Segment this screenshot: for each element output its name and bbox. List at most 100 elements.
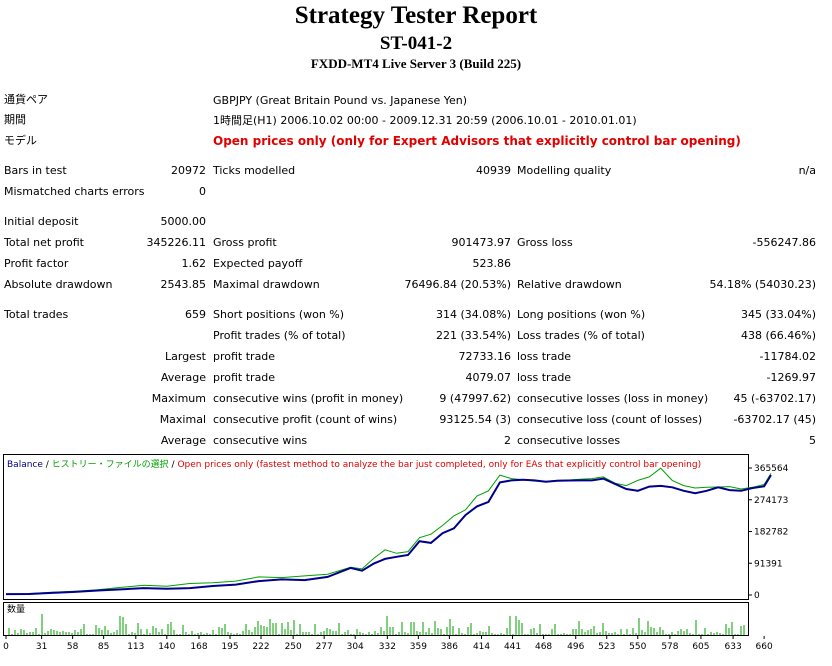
loss-trades-label: Loss trades (% of total): [517, 329, 645, 342]
x-tick-label: 550: [629, 642, 646, 652]
x-tick-label: 31: [36, 642, 47, 652]
long-positions-value: 345 (33.04%): [740, 308, 816, 321]
detail-label: consecutive wins: [213, 434, 308, 447]
model-value: Open prices only (only for Expert Adviso…: [213, 134, 741, 148]
period-value: 1時間足(H1) 2006.10.02 00:00 - 2009.12.31 2…: [213, 114, 637, 127]
detail-prefix: Average: [160, 371, 206, 384]
detail-label: loss trade: [517, 371, 572, 384]
abs-drawdown-value: 2543.85: [160, 278, 207, 291]
y-tick-label: 91391: [754, 559, 783, 569]
loss-trades-value: 438 (66.46%): [740, 329, 816, 342]
profit-factor-label: Profit factor: [4, 257, 69, 270]
detail-prefix: Average: [160, 434, 206, 447]
detail-label: profit trade: [213, 350, 276, 363]
y-tick-label: 182782: [754, 528, 788, 538]
report-subtitle: ST-041-2: [379, 33, 453, 54]
gross-loss-value: -556247.86: [752, 236, 816, 249]
short-positions-value: 314 (34.08%): [435, 308, 511, 321]
detail-value: 72733.16: [458, 350, 512, 363]
detail-label: loss trade: [517, 350, 572, 363]
detail-label: profit trade: [213, 371, 276, 384]
net-profit-label: Total net profit: [4, 236, 84, 249]
x-tick-label: 605: [692, 642, 709, 652]
detail-prefix: Maximal: [159, 413, 206, 426]
volume-label: 数量: [7, 603, 25, 615]
mismatched-value: 0: [199, 185, 206, 198]
rel-drawdown-value: 54.18% (54030.23): [709, 278, 816, 291]
x-tick-label: 496: [567, 642, 584, 652]
chart-legend: Balance / ヒストリー・ファイルの選択 / Open prices on…: [7, 458, 701, 470]
x-tick-label: 468: [535, 642, 552, 652]
ticks-value: 40939: [476, 164, 511, 177]
net-profit-value: 345226.11: [146, 236, 207, 249]
x-tick-label: 660: [756, 642, 773, 652]
deposit-label: Initial deposit: [4, 215, 79, 228]
quality-label: Modelling quality: [517, 164, 612, 177]
max-drawdown-label: Maximal drawdown: [213, 278, 320, 291]
detail-prefix: Largest: [165, 350, 206, 363]
total-trades-value: 659: [185, 308, 206, 321]
legend-part: Balance: [7, 460, 43, 470]
x-tick-label: 441: [504, 642, 521, 652]
detail-value: 9 (47997.62): [439, 392, 511, 405]
detail-prefix: Maximum: [151, 392, 206, 405]
detail-value: 4079.07: [465, 371, 512, 384]
abs-drawdown-label: Absolute drawdown: [4, 278, 113, 291]
x-tick-label: 523: [598, 642, 615, 652]
rel-drawdown-label: Relative drawdown: [517, 278, 622, 291]
x-tick-label: 85: [98, 642, 109, 652]
mismatched-label: Mismatched charts errors: [4, 185, 145, 198]
balance-plot-frame: [3, 454, 749, 600]
server-name: FXDD-MT4 Live Server 3 (Build 225): [310, 56, 522, 71]
series-line-equity: [5, 467, 772, 595]
long-positions-label: Long positions (won %): [517, 308, 646, 321]
detail-value: 93125.54 (3): [439, 413, 511, 426]
detail-value: 5: [809, 434, 816, 447]
max-drawdown-value: 76496.84 (20.53%): [404, 278, 511, 291]
profit-factor-value: 1.62: [181, 257, 207, 270]
pair-value: GBPJPY (Great Britain Pound vs. Japanese…: [213, 94, 468, 107]
detail-value: 45 (-63702.17): [733, 392, 816, 405]
detail-value: 2: [504, 434, 511, 447]
x-tick-label: 414: [473, 642, 490, 652]
y-tick-label: 274173: [754, 496, 788, 506]
detail-label: consecutive profit (count of wins): [213, 413, 398, 426]
x-tick-label: 222: [252, 642, 269, 652]
expected-payoff-label: Expected payoff: [213, 257, 303, 270]
detail-label: consecutive wins (profit in money): [213, 392, 404, 405]
report-title: Strategy Tester Report: [294, 2, 538, 29]
deposit-value: 5000.00: [160, 215, 207, 228]
series-line-balance: [5, 474, 772, 596]
legend-part: /: [169, 460, 178, 470]
y-tick-label: 0: [754, 591, 760, 601]
balance-chart: Balance / ヒストリー・ファイルの選択 / Open prices on…: [3, 454, 789, 652]
quality-value: n/a: [798, 164, 816, 177]
period-label: 期間: [4, 113, 26, 126]
bars-label: Bars in test: [4, 164, 67, 177]
x-tick-label: 359: [410, 642, 427, 652]
bars-value: 20972: [171, 164, 206, 177]
legend-part: Open prices only (fastest method to anal…: [177, 460, 701, 470]
detail-label: consecutive loss (count of losses): [517, 413, 703, 426]
expected-payoff-value: 523.86: [472, 257, 512, 270]
x-tick-label: 58: [67, 642, 79, 652]
gross-profit-label: Gross profit: [213, 236, 277, 249]
x-tick-label: 332: [379, 642, 396, 652]
legend-part: /: [43, 460, 52, 470]
x-tick-label: 113: [127, 642, 144, 652]
x-tick-label: 578: [661, 642, 678, 652]
profit-trades-label: Profit trades (% of total): [213, 329, 346, 342]
gross-loss-label: Gross loss: [517, 236, 573, 249]
legend-part: ヒストリー・ファイルの選択: [52, 458, 169, 470]
gross-profit-value: 901473.97: [451, 236, 512, 249]
x-tick-label: 0: [3, 642, 9, 652]
model-label: モデル: [4, 134, 37, 147]
pair-label: 通貨ペア: [4, 93, 48, 106]
detail-value: -63702.17 (45): [733, 413, 816, 426]
y-tick-label: 365564: [754, 464, 789, 474]
volume-plot-frame: [3, 602, 749, 636]
detail-label: consecutive losses (loss in money): [517, 392, 709, 405]
x-tick-label: 386: [441, 642, 458, 652]
x-tick-label: 633: [725, 642, 742, 652]
x-tick-label: 277: [316, 642, 333, 652]
